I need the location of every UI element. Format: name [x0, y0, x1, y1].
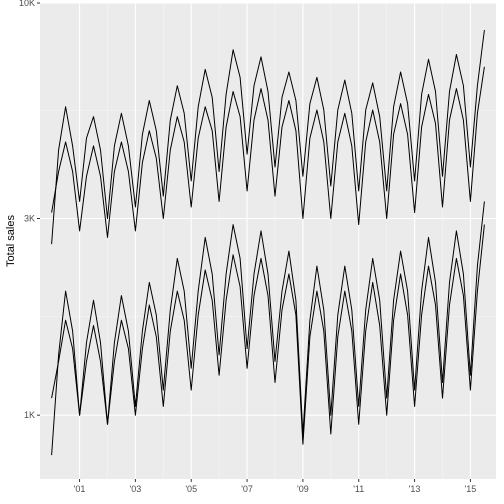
series-line-4 — [51, 224, 485, 445]
y-tick-label: 3K — [24, 214, 35, 224]
y-axis-title: Total sales — [5, 215, 17, 267]
x-axis: '01 '03 '05 '07 '09 '11 '13 '15 — [74, 479, 477, 494]
series-group — [51, 29, 485, 456]
y-axis: 1K 3K 10K — [19, 0, 40, 420]
y-tick-label: 10K — [19, 0, 35, 8]
panel-background — [40, 3, 496, 479]
x-tick-label: '15 — [465, 484, 477, 494]
series-line-2 — [51, 66, 485, 238]
x-tick-label: '11 — [353, 484, 364, 494]
x-tick-label: '01 — [74, 484, 86, 494]
x-tick-label: '05 — [185, 484, 197, 494]
x-tick-label: '07 — [241, 484, 253, 494]
x-tick-label: '03 — [130, 484, 142, 494]
series-line-3 — [51, 201, 485, 456]
x-tick-label: '09 — [297, 484, 309, 494]
y-tick-label: 1K — [24, 410, 35, 420]
series-line-1 — [51, 29, 485, 245]
x-tick-label: '13 — [409, 484, 421, 494]
